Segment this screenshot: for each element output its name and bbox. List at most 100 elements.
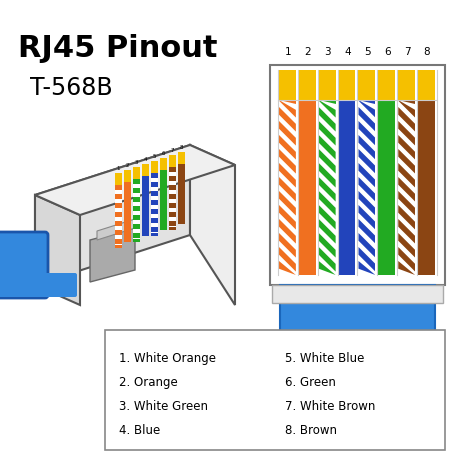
Polygon shape [319, 135, 336, 160]
Polygon shape [169, 221, 176, 226]
Polygon shape [35, 145, 235, 215]
Polygon shape [178, 164, 185, 224]
Text: RJ45 Pinout: RJ45 Pinout [18, 34, 218, 63]
Bar [299, 70, 316, 100]
Bar [418, 100, 435, 275]
Polygon shape [169, 155, 176, 167]
Polygon shape [319, 100, 336, 118]
Polygon shape [115, 173, 122, 185]
Polygon shape [398, 205, 415, 229]
Bar [418, 70, 435, 100]
Polygon shape [169, 176, 176, 181]
Bar [398, 100, 415, 275]
Polygon shape [279, 121, 296, 146]
Polygon shape [279, 100, 296, 118]
Text: 4. Blue: 4. Blue [119, 424, 160, 437]
Polygon shape [398, 219, 415, 244]
Text: 7. White Brown: 7. White Brown [285, 400, 375, 413]
Polygon shape [358, 261, 375, 275]
Polygon shape [319, 191, 336, 216]
Polygon shape [178, 152, 185, 164]
Polygon shape [151, 182, 158, 187]
Polygon shape [142, 176, 149, 236]
Polygon shape [279, 163, 296, 188]
Polygon shape [398, 100, 415, 118]
Text: 8: 8 [424, 47, 430, 57]
Text: 2: 2 [126, 163, 129, 168]
Polygon shape [398, 261, 415, 275]
Bar [319, 100, 336, 275]
Polygon shape [358, 177, 375, 201]
Polygon shape [279, 107, 296, 132]
Polygon shape [124, 182, 131, 242]
Polygon shape [169, 227, 176, 230]
Text: 3. White Green: 3. White Green [119, 400, 208, 413]
Polygon shape [97, 219, 135, 240]
Polygon shape [398, 149, 415, 173]
Text: 2: 2 [304, 47, 311, 57]
Bar [397, 100, 399, 275]
Text: 3: 3 [324, 47, 331, 57]
Polygon shape [133, 197, 140, 202]
Bar [378, 70, 395, 100]
Bar [279, 100, 296, 275]
Polygon shape [319, 219, 336, 244]
Polygon shape [115, 203, 122, 208]
Polygon shape [398, 247, 415, 272]
Bar [377, 100, 379, 275]
Text: 1: 1 [284, 47, 291, 57]
Polygon shape [169, 194, 176, 199]
Bar [318, 100, 319, 275]
Bar [358, 70, 375, 100]
Polygon shape [115, 239, 122, 244]
Polygon shape [115, 185, 122, 245]
Polygon shape [160, 158, 167, 170]
Polygon shape [319, 233, 336, 257]
Polygon shape [319, 149, 336, 173]
Bar [378, 100, 395, 275]
Text: 5: 5 [364, 47, 371, 57]
Text: 6. Green: 6. Green [285, 376, 336, 389]
Bar [319, 100, 336, 275]
Text: 1: 1 [117, 166, 120, 171]
Polygon shape [358, 163, 375, 188]
Bar [338, 70, 356, 100]
Bar [398, 100, 415, 275]
Text: 3: 3 [135, 160, 138, 165]
Text: 6: 6 [162, 151, 165, 156]
Polygon shape [115, 245, 122, 248]
Polygon shape [190, 145, 235, 305]
Bar [278, 100, 280, 275]
Text: 5: 5 [153, 154, 156, 159]
Text: 2. Orange: 2. Orange [119, 376, 178, 389]
Polygon shape [358, 149, 375, 173]
Polygon shape [115, 230, 122, 235]
Polygon shape [279, 261, 296, 275]
Bar [358, 100, 375, 275]
Bar [337, 100, 339, 275]
Text: 4: 4 [344, 47, 351, 57]
Polygon shape [133, 224, 140, 229]
Text: 7: 7 [171, 148, 174, 153]
Polygon shape [319, 261, 336, 275]
Polygon shape [115, 212, 122, 217]
Polygon shape [133, 179, 140, 239]
Bar [270, 65, 445, 285]
Polygon shape [319, 163, 336, 188]
FancyBboxPatch shape [105, 330, 445, 450]
Polygon shape [151, 173, 158, 233]
Polygon shape [115, 221, 122, 226]
Polygon shape [133, 167, 140, 179]
Polygon shape [279, 219, 296, 244]
FancyBboxPatch shape [0, 232, 48, 298]
Bar [280, 285, 435, 385]
Bar [398, 70, 415, 100]
Bar [358, 100, 375, 275]
Polygon shape [151, 200, 158, 205]
Text: 4: 4 [144, 157, 147, 162]
Polygon shape [35, 195, 80, 305]
Polygon shape [133, 233, 140, 238]
Bar [319, 70, 336, 100]
Polygon shape [279, 191, 296, 216]
Text: 6: 6 [384, 47, 391, 57]
